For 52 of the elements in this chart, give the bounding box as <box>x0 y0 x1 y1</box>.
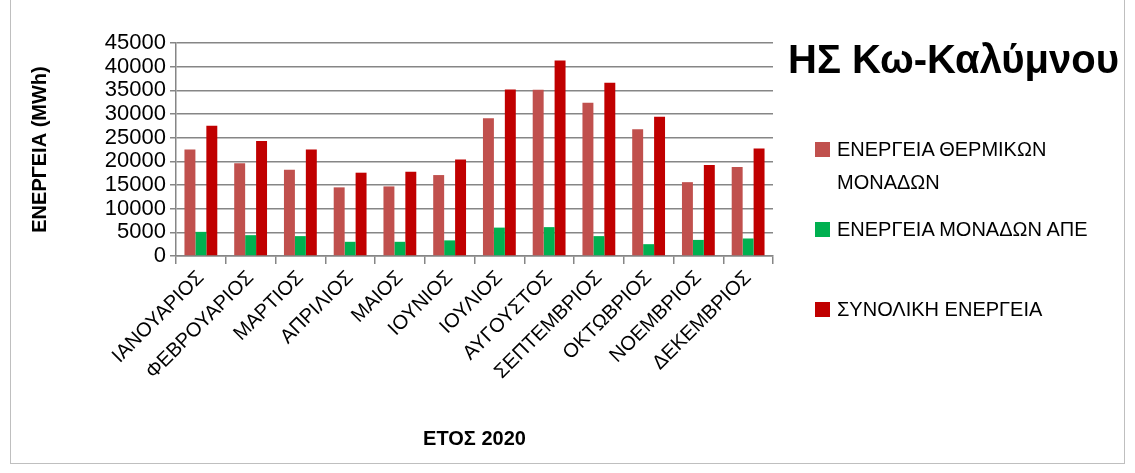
bar <box>593 236 605 256</box>
bar <box>493 227 505 256</box>
legend-label: ΕΝΕΡΓΕΙΑ ΜΟΝΑΔΩΝ ΑΠΕ <box>837 217 1089 242</box>
y-tick-label: 0 <box>153 242 166 268</box>
y-tick-label: 30000 <box>104 100 166 126</box>
y-tick-label: 5000 <box>117 218 166 244</box>
bar <box>394 241 406 256</box>
y-tick-label: 25000 <box>104 123 166 149</box>
bar <box>405 171 417 256</box>
y-tick-label: 20000 <box>104 147 166 173</box>
bar <box>294 236 306 256</box>
bar <box>654 116 666 256</box>
bar <box>643 244 655 256</box>
bar <box>455 159 467 256</box>
bar <box>504 89 516 256</box>
y-tick-label: 35000 <box>104 76 166 102</box>
y-tick-label: 15000 <box>104 171 166 197</box>
bar <box>206 125 218 256</box>
legend-label: ΣΥΝΟΛΙΚΗ ΕΝΕΡΓΕΙΑ <box>837 297 1044 322</box>
bar <box>245 235 257 256</box>
bar <box>305 149 317 256</box>
x-axis-title: ΕΤΟΣ 2020 <box>423 426 526 449</box>
bar <box>444 240 456 256</box>
bar <box>731 167 743 256</box>
bar <box>692 239 704 256</box>
bar <box>582 102 594 256</box>
bar <box>344 241 356 256</box>
bar <box>703 165 715 256</box>
bar <box>482 118 494 256</box>
bar <box>256 140 268 256</box>
bar <box>195 231 207 256</box>
bar <box>753 148 765 256</box>
y-axis-title: ΕΝΕΡΓΕΙΑ (MWh) <box>27 66 50 233</box>
bar <box>681 182 693 256</box>
y-tick-label: 10000 <box>104 194 166 220</box>
text: ΗΣ Κω-Καλύμνου <box>788 36 1119 82</box>
bar <box>532 89 544 256</box>
bar <box>554 60 566 256</box>
bar <box>234 163 246 256</box>
bar <box>742 238 754 256</box>
bar <box>283 169 295 256</box>
y-tick-label: 40000 <box>104 52 166 78</box>
bar <box>604 82 616 256</box>
bar <box>543 227 555 256</box>
bar <box>433 175 445 256</box>
legend-label: ΕΝΕΡΓΕΙΑ ΘΕΡΜΙΚΩΝ ΜΟΝΑΔΩΝ <box>837 137 1048 195</box>
bar <box>355 172 367 256</box>
y-tick-label: 45000 <box>104 29 166 55</box>
bar <box>184 149 196 256</box>
bar <box>333 187 345 256</box>
bar <box>383 186 395 256</box>
bar <box>632 129 644 256</box>
